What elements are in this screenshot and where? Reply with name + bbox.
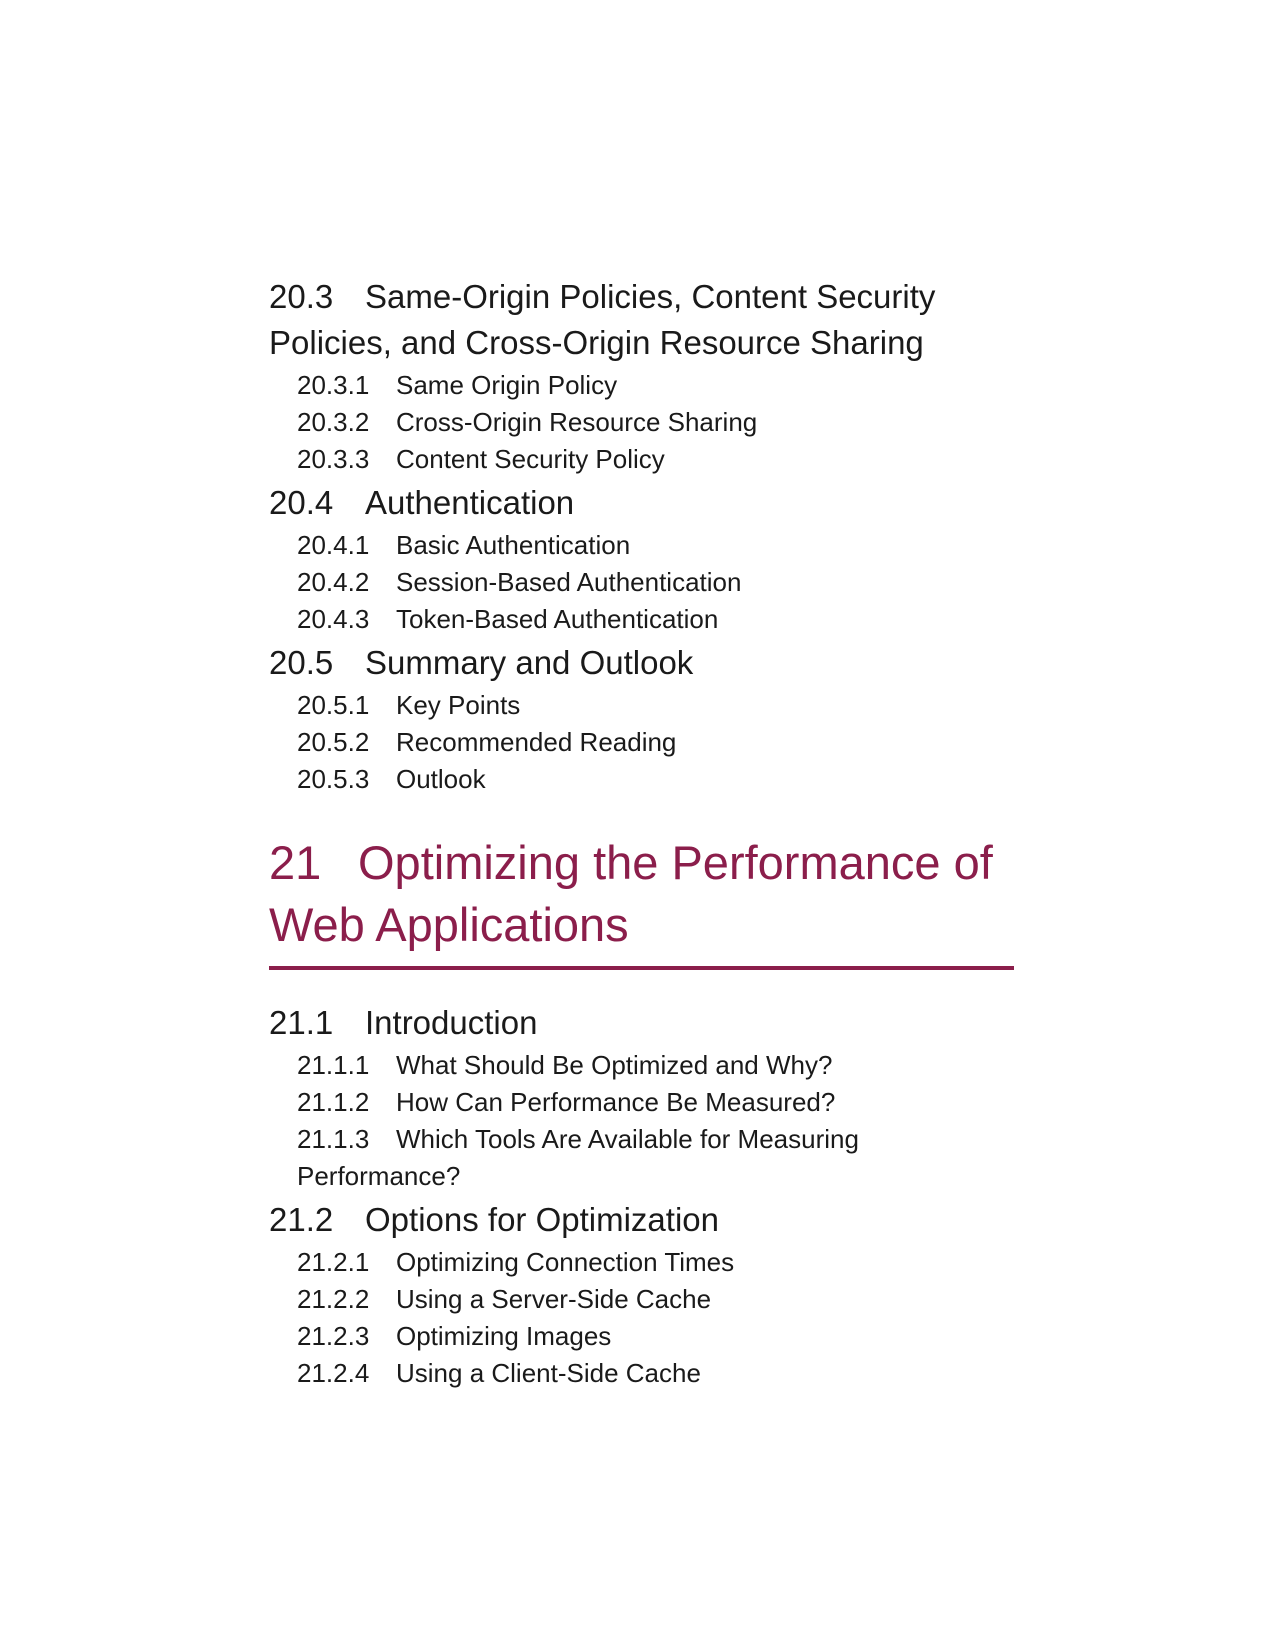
section-number: 21.2 — [269, 1201, 334, 1238]
section-number: 21.1 — [269, 1004, 334, 1041]
section-title: Summary and Outlook — [365, 644, 694, 681]
section-title: Options for Optimization — [365, 1201, 719, 1238]
section-number: 20.4 — [269, 484, 334, 521]
toc-subsection-entry[interactable]: 20.3.3 Content Security Policy — [269, 441, 1014, 478]
subsection-number: 20.5.3 — [297, 764, 370, 794]
subsection-title: Recommended Reading — [396, 727, 677, 757]
subsection-title: How Can Performance Be Measured? — [396, 1087, 836, 1117]
toc-subsection-entry[interactable]: 20.4.1 Basic Authentication — [269, 527, 1014, 564]
toc-subsection-entry[interactable]: 21.2.1 Optimizing Connection Times — [269, 1244, 1014, 1281]
toc-subsection-entry[interactable]: 21.2.4 Using a Client-Side Cache — [269, 1355, 1014, 1392]
toc-subsection-entry[interactable]: 20.4.3 Token-Based Authentication — [269, 601, 1014, 638]
chapter-number: 21 — [269, 836, 322, 889]
subsection-title: Cross-Origin Resource Sharing — [396, 407, 758, 437]
subsection-title: Content Security Policy — [396, 444, 665, 474]
subsection-number: 21.2.3 — [297, 1321, 370, 1351]
toc-subsection-list: 21.2.1 Optimizing Connection Times 21.2.2… — [269, 1244, 1014, 1392]
subsection-title: What Should Be Optimized and Why? — [396, 1050, 833, 1080]
subsection-number: 20.5.1 — [297, 690, 370, 720]
subsection-title: Using a Server-Side Cache — [396, 1284, 712, 1314]
toc-section-entry[interactable]: 21.1 Introduction — [269, 1000, 1014, 1046]
toc-subsection-entry[interactable]: 20.5.2 Recommended Reading — [269, 724, 1014, 761]
toc-section-entry[interactable]: 20.5 Summary and Outlook — [269, 640, 1014, 686]
subsection-title: Key Points — [396, 690, 521, 720]
toc-section-entry[interactable]: 20.3 Same-Origin Policies, Content Securi… — [269, 274, 1014, 366]
subsection-number: 20.3.3 — [297, 444, 370, 474]
section-number: 20.3 — [269, 278, 334, 315]
subsection-number: 21.2.4 — [297, 1358, 370, 1388]
subsection-title: Session-Based Authentication — [396, 567, 742, 597]
toc-subsection-entry[interactable]: 21.2.2 Using a Server-Side Cache — [269, 1281, 1014, 1318]
subsection-title: Optimizing Connection Times — [396, 1247, 735, 1277]
toc-section-entry[interactable]: 21.2 Options for Optimization — [269, 1197, 1014, 1243]
toc-subsection-entry[interactable]: 21.1.3 Which Tools Are Available for Meas… — [269, 1121, 897, 1195]
section-title: Same-Origin Policies, Content Security P… — [269, 278, 936, 361]
section-number: 20.5 — [269, 644, 334, 681]
subsection-number: 21.1.1 — [297, 1050, 370, 1080]
subsection-number: 20.4.3 — [297, 604, 370, 634]
toc-subsection-entry[interactable]: 20.5.1 Key Points — [269, 687, 1014, 724]
toc-subsection-entry[interactable]: 20.5.3 Outlook — [269, 761, 1014, 798]
toc-subsection-entry[interactable]: 20.3.2 Cross-Origin Resource Sharing — [269, 404, 1014, 441]
toc-subsection-entry[interactable]: 21.2.3 Optimizing Images — [269, 1318, 1014, 1355]
toc-subsection-list: 20.4.1 Basic Authentication 20.4.2 Session… — [269, 527, 1014, 638]
toc-subsection-list: 20.5.1 Key Points 20.5.2 Recommended Readi… — [269, 687, 1014, 798]
toc-subsection-entry[interactable]: 20.4.2 Session-Based Authentication — [269, 564, 1014, 601]
subsection-title: Optimizing Images — [396, 1321, 612, 1351]
subsection-number: 20.4.1 — [297, 530, 370, 560]
subsection-title: Outlook — [396, 764, 486, 794]
subsection-number: 21.2.1 — [297, 1247, 370, 1277]
subsection-title: Which Tools Are Available for Measuring … — [297, 1124, 859, 1191]
subsection-title: Same Origin Policy — [396, 370, 618, 400]
subsection-title: Token-Based Authentication — [396, 604, 719, 634]
subsection-title: Basic Authentication — [396, 530, 631, 560]
toc-subsection-list: 20.3.1 Same Origin Policy 20.3.2 Cross-Ori… — [269, 367, 1014, 478]
subsection-number: 21.1.2 — [297, 1087, 370, 1117]
section-title: Authentication — [365, 484, 575, 521]
toc-subsection-entry[interactable]: 20.3.1 Same Origin Policy — [269, 367, 1014, 404]
subsection-number: 20.5.2 — [297, 727, 370, 757]
table-of-contents: 20.3 Same-Origin Policies, Content Securi… — [269, 274, 1014, 1394]
subsection-number: 21.1.3 — [297, 1124, 370, 1154]
toc-subsection-list: 21.1.1 What Should Be Optimized and Why? … — [269, 1047, 1014, 1195]
subsection-number: 20.3.2 — [297, 407, 370, 437]
toc-subsection-entry[interactable]: 21.1.1 What Should Be Optimized and Why? — [269, 1047, 1014, 1084]
subsection-number: 21.2.2 — [297, 1284, 370, 1314]
chapter-heading[interactable]: 21 Optimizing the Performance of Web Appl… — [269, 832, 1014, 970]
subsection-number: 20.3.1 — [297, 370, 370, 400]
section-title: Introduction — [365, 1004, 538, 1041]
chapter-title: Optimizing the Performance of Web Applic… — [269, 836, 993, 951]
subsection-number: 20.4.2 — [297, 567, 370, 597]
subsection-title: Using a Client-Side Cache — [396, 1358, 701, 1388]
toc-subsection-entry[interactable]: 21.1.2 How Can Performance Be Measured? — [269, 1084, 1014, 1121]
toc-section-entry[interactable]: 20.4 Authentication — [269, 480, 1014, 526]
